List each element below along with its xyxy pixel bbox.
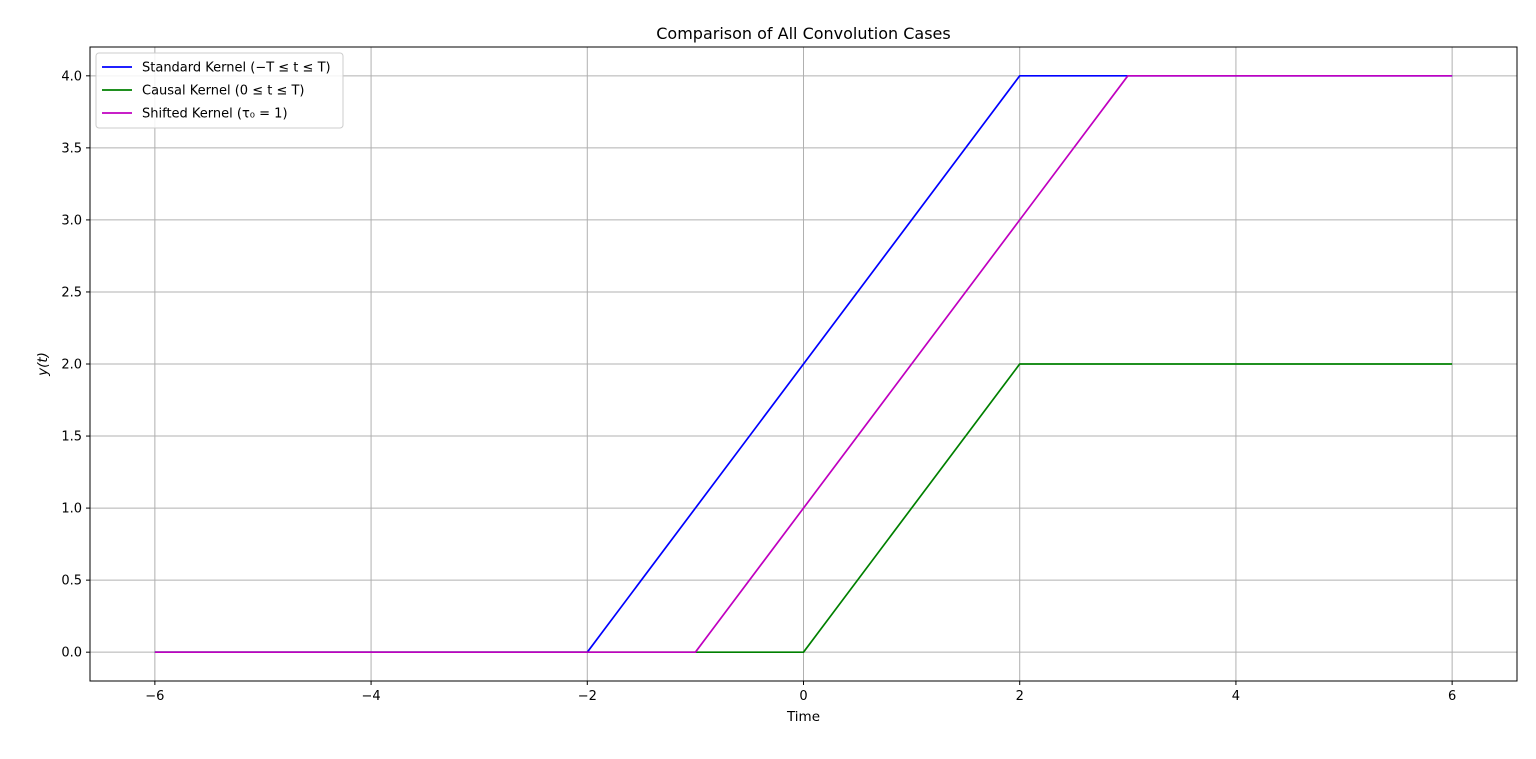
y-axis-ticks: 0.0 0.5 1.0 1.5 2.0 2.5 3.0 3.5 4.0 — [61, 69, 90, 661]
series-lines — [154, 74, 1453, 654]
y-tick-label: 2.5 — [61, 285, 82, 300]
x-tick-label: 2 — [1016, 689, 1024, 704]
x-tick-label: −6 — [145, 689, 164, 704]
x-tick-label: −4 — [361, 689, 380, 704]
legend-box — [95, 52, 344, 129]
y-tick-label: 0.5 — [61, 574, 82, 589]
series-line-2 — [154, 74, 1453, 654]
y-tick-label: 3.5 — [61, 141, 82, 156]
x-tick-label: 6 — [1448, 689, 1456, 704]
x-tick-label: −2 — [578, 689, 597, 704]
y-tick-label: 3.0 — [61, 213, 82, 228]
legend-label: Standard Kernel (−T ≤ t ≤ T) — [142, 61, 331, 76]
y-tick-label: 0.0 — [61, 646, 82, 661]
legend-label: Shifted Kernel (τ₀ = 1) — [142, 107, 288, 122]
y-axis-label: y(t) — [35, 352, 51, 377]
y-tick-label: 1.5 — [61, 430, 82, 445]
x-tick-label: 0 — [799, 689, 807, 704]
x-axis-ticks: −6 −4 −2 0 2 4 6 — [145, 681, 1456, 704]
y-tick-label: 4.0 — [61, 69, 82, 84]
y-tick-label: 2.0 — [61, 358, 82, 373]
chart-title: Comparison of All Convolution Cases — [656, 24, 950, 43]
legend-label: Causal Kernel (0 ≤ t ≤ T) — [142, 84, 305, 99]
x-tick-label: 4 — [1232, 689, 1240, 704]
y-tick-label: 1.0 — [61, 502, 82, 517]
legend: Standard Kernel (−T ≤ t ≤ T) Causal Kerne… — [95, 52, 344, 129]
x-axis-label: Time — [786, 709, 820, 725]
